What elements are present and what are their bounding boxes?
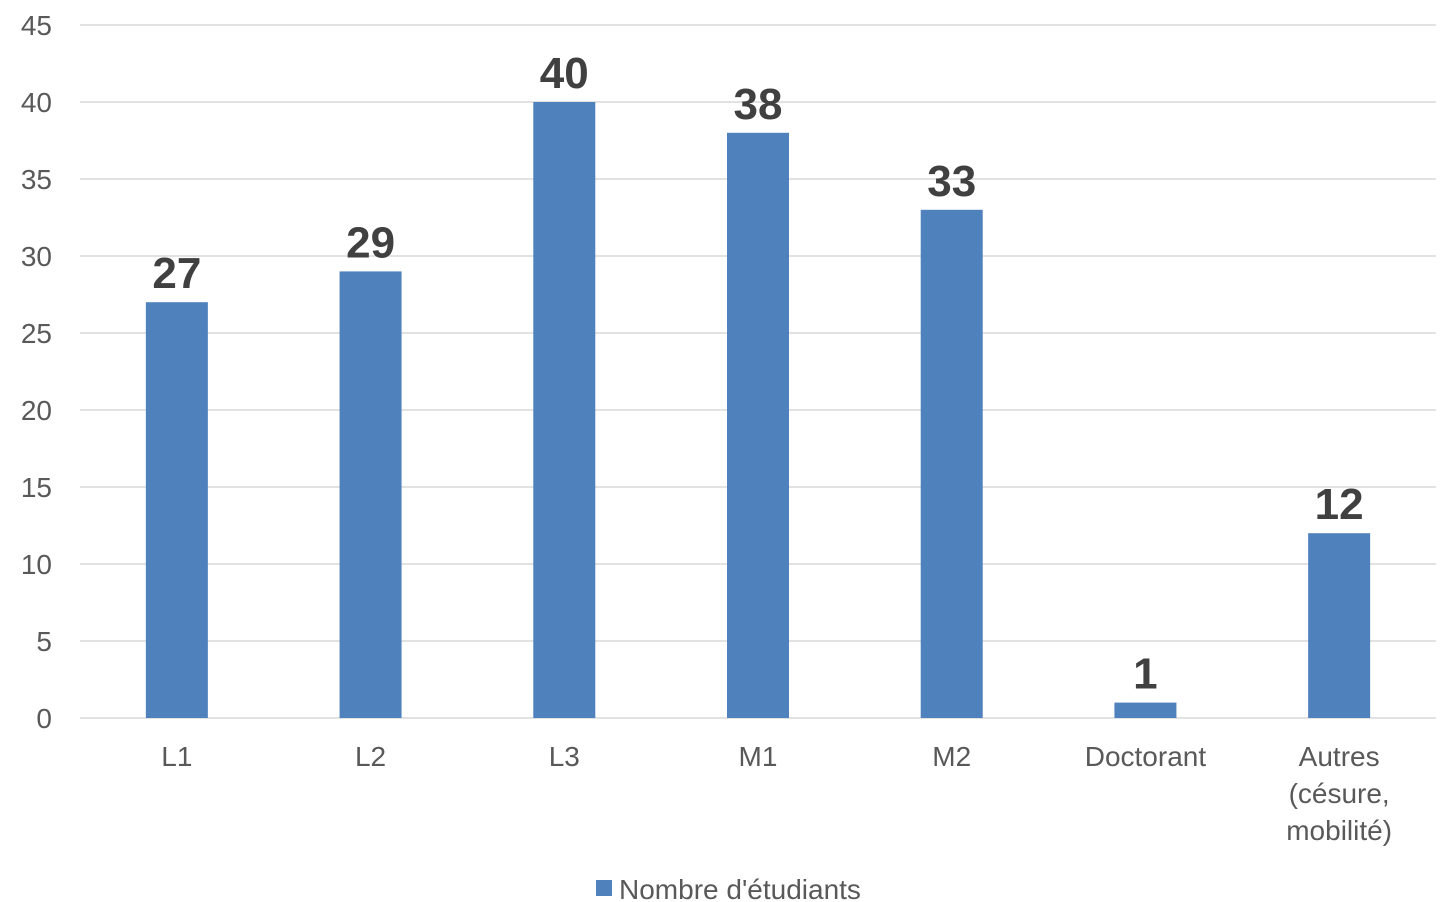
y-tick-label: 40 — [21, 87, 52, 118]
y-tick-label: 45 — [21, 10, 52, 41]
legend-swatch — [596, 880, 612, 896]
data-label: 38 — [734, 80, 783, 129]
y-tick-label: 35 — [21, 164, 52, 195]
x-tick-label: Doctorant — [1085, 741, 1207, 772]
y-tick-label: 0 — [36, 703, 52, 734]
y-tick-label: 25 — [21, 318, 52, 349]
bar — [920, 209, 983, 719]
data-label: 1 — [1133, 650, 1157, 699]
x-tick-label: Autres (césure, mobilité) — [1286, 741, 1392, 846]
x-tick-label: M1 — [739, 741, 778, 772]
x-tick-label: M2 — [932, 741, 971, 772]
x-axis: L1 L2 L3 M1 M2 Doctorant Autres (césure, mobilit… — [161, 741, 1392, 846]
data-labels: 27 29 40 38 33 1 12 — [152, 49, 1363, 699]
data-label: 33 — [927, 157, 976, 206]
data-label: 12 — [1315, 480, 1364, 529]
data-label: 27 — [152, 249, 201, 298]
bars — [145, 102, 1371, 719]
y-tick-label: 5 — [36, 626, 52, 657]
bar — [533, 102, 596, 718]
legend-label: Nombre d'étudiants — [619, 874, 861, 902]
y-tick-label: 15 — [21, 472, 52, 503]
bar — [145, 302, 208, 718]
legend: Nombre d'étudiants — [596, 874, 861, 902]
x-tick-label: L1 — [161, 741, 192, 772]
bar — [339, 271, 402, 718]
x-tick-label: L2 — [355, 741, 386, 772]
bar — [1308, 533, 1371, 718]
y-tick-label: 30 — [21, 241, 52, 272]
y-tick-label: 20 — [21, 395, 52, 426]
y-axis: 0 5 10 15 20 25 30 35 40 45 — [21, 10, 52, 734]
data-label: 29 — [346, 218, 395, 267]
y-tick-label: 10 — [21, 549, 52, 580]
x-tick-label: L3 — [549, 741, 580, 772]
bar — [727, 132, 789, 719]
data-label: 40 — [540, 49, 589, 98]
bar — [1114, 702, 1177, 718]
